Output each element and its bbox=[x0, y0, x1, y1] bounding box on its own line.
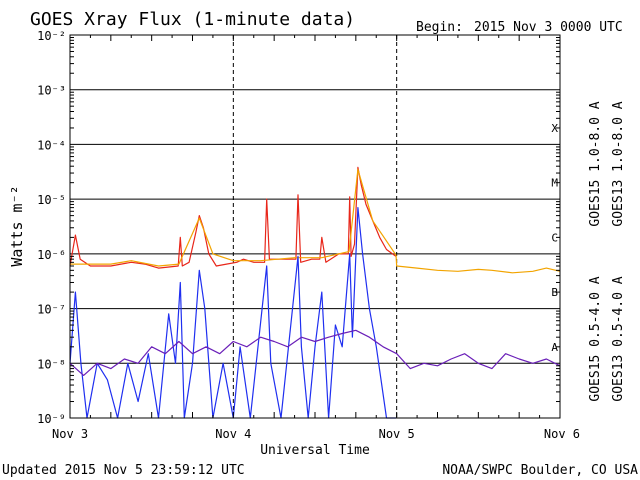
y-tick-label: 10⁻⁴ bbox=[37, 138, 66, 152]
y-tick-label: 10⁻⁷ bbox=[37, 303, 66, 317]
flare-class-label: B bbox=[551, 286, 558, 299]
legend-goes13-short: GOES13 0.5-4.0 A bbox=[611, 276, 626, 401]
legend-goes15-long: GOES15 1.0-8.0 A bbox=[588, 101, 603, 226]
plot-border bbox=[69, 34, 561, 419]
y-tick-label: 10⁻² bbox=[37, 29, 66, 43]
credit-text: NOAA/SWPC Boulder, CO USA bbox=[442, 463, 638, 478]
y-axis-title: Watts m⁻² bbox=[8, 185, 26, 266]
x-tick-label: Nov 5 bbox=[379, 427, 415, 441]
begin-label: Begin: bbox=[416, 20, 463, 35]
legend-goes13-long: GOES13 1.0-8.0 A bbox=[611, 101, 626, 226]
plot-area bbox=[70, 35, 560, 418]
y-tick-label: 10⁻⁶ bbox=[37, 248, 66, 262]
axis-layer: 10⁻⁹ 10⁻⁸ 10⁻⁷ 10⁻⁶ 10⁻⁵ 10⁻⁴ 10⁻³ 10⁻² Nov 3 Nov… bbox=[37, 29, 580, 441]
x-tick-label: Nov 3 bbox=[52, 427, 88, 441]
y-tick-label: 10⁻³ bbox=[37, 84, 66, 98]
y-tick-label: 10⁻⁹ bbox=[37, 412, 66, 426]
series-line-0 bbox=[69, 166, 397, 269]
series-line-3 bbox=[69, 329, 561, 376]
grid-layer bbox=[70, 35, 560, 418]
chart-title: GOES Xray Flux (1-minute data) bbox=[30, 9, 355, 30]
x-tick-label: Nov 6 bbox=[544, 427, 580, 441]
y-tick-label: 10⁻⁸ bbox=[37, 357, 66, 371]
flare-class-label: C bbox=[551, 231, 558, 244]
updated-timestamp: Updated 2015 Nov 5 23:59:12 UTC bbox=[2, 463, 245, 478]
flare-class-label: A bbox=[551, 341, 558, 354]
series-line-2 bbox=[69, 207, 396, 419]
x-tick-label: Nov 4 bbox=[215, 427, 251, 441]
series-layer bbox=[69, 166, 561, 419]
legend-goes15-short: GOES15 0.5-4.0 A bbox=[588, 276, 603, 401]
flare-class-label: X bbox=[551, 122, 558, 135]
begin-value: 2015 Nov 3 0000 UTC bbox=[474, 20, 623, 35]
y-tick-label: 10⁻⁵ bbox=[37, 193, 66, 207]
series-line-1 bbox=[70, 168, 561, 274]
x-axis-title: Universal Time bbox=[260, 443, 370, 458]
flare-class-label: M bbox=[551, 177, 558, 190]
